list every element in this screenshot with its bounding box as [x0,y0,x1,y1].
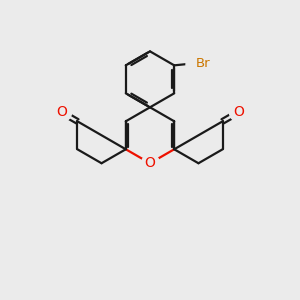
Text: O: O [233,105,244,119]
Text: O: O [56,105,67,119]
Text: Br: Br [195,57,210,70]
Text: O: O [145,156,155,170]
